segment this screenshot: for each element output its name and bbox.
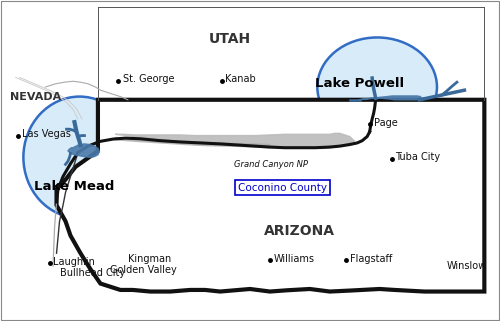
Text: Kingman: Kingman xyxy=(128,254,171,264)
Polygon shape xyxy=(56,100,484,291)
Text: Flagstaff: Flagstaff xyxy=(350,254,392,264)
Text: UTAH: UTAH xyxy=(209,32,251,46)
Text: Tuba City: Tuba City xyxy=(394,152,440,162)
Ellipse shape xyxy=(318,38,437,136)
Text: St. George: St. George xyxy=(123,74,174,84)
Polygon shape xyxy=(68,144,100,157)
Text: Golden Valley: Golden Valley xyxy=(110,265,177,275)
Polygon shape xyxy=(116,133,354,148)
Polygon shape xyxy=(358,96,422,100)
Text: ARIZONA: ARIZONA xyxy=(264,224,336,238)
Text: Winslow: Winslow xyxy=(447,261,487,271)
Text: NEVADA: NEVADA xyxy=(10,91,61,101)
Text: Lake Mead: Lake Mead xyxy=(34,180,114,193)
Text: Lake Powell: Lake Powell xyxy=(315,77,404,90)
Polygon shape xyxy=(116,137,270,148)
Text: Page: Page xyxy=(374,118,398,128)
Text: Williams: Williams xyxy=(274,254,315,264)
Text: Coconino County: Coconino County xyxy=(238,183,327,193)
Text: Las Vegas: Las Vegas xyxy=(22,129,70,139)
Text: Bullhead City: Bullhead City xyxy=(60,268,124,278)
Ellipse shape xyxy=(24,97,136,218)
Text: Kanab: Kanab xyxy=(225,74,256,84)
Text: Grand Canyon NP: Grand Canyon NP xyxy=(234,160,308,169)
Text: Laughlin: Laughlin xyxy=(53,257,95,267)
